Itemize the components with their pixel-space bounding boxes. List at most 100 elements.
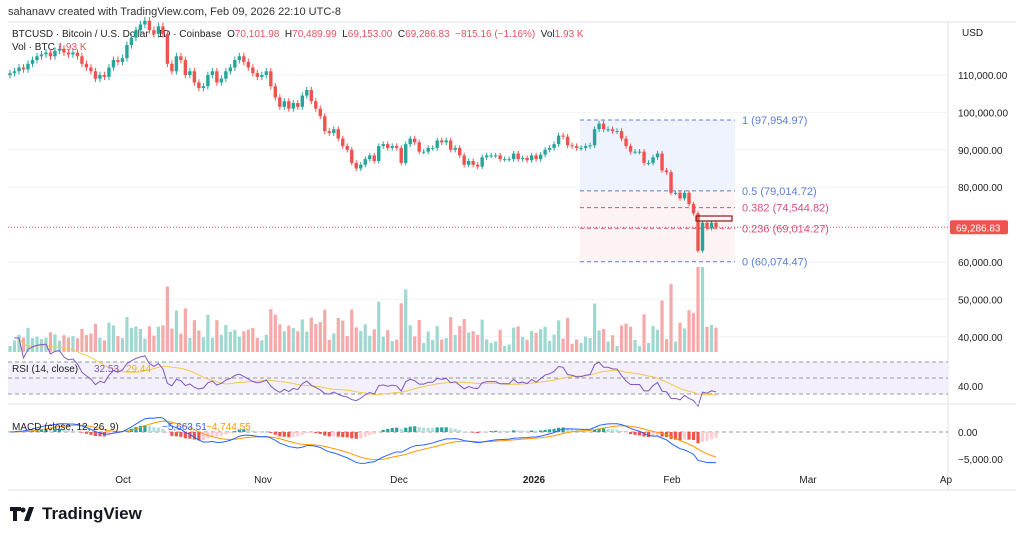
candle-body [381,144,385,147]
macd-histogram-bar [476,432,480,434]
candle-body [606,129,610,131]
volume-bar [66,337,71,352]
candle-body [359,164,363,169]
macd-histogram-bar [660,432,664,437]
volume-bar [273,314,277,352]
rsi-ma-value: 29.44 [126,364,151,375]
symbol-name[interactable]: BTCUSD · Bitcoin / U.S. Dollar · 1D · Co… [12,29,222,40]
volume-bar [444,338,448,352]
macd-histogram-bar [318,432,322,434]
macd-histogram-bar [471,432,475,433]
volume-bar [696,267,700,352]
macd-histogram-bar [592,429,597,432]
volume-bar [300,319,304,352]
volume-bar [318,322,322,352]
macd-histogram-bar [354,432,358,439]
volume-bar [601,329,606,352]
macd-histogram-bar [431,427,435,432]
volume-bar [669,284,673,352]
volume-bar [431,340,435,352]
candle-body [287,101,291,109]
candle-body [673,192,678,194]
macd-histogram-bar [300,432,304,435]
close-value: 69,286.83 [405,29,450,40]
highlight-box [695,215,733,222]
candle-body [341,138,345,147]
macd-histogram-bar [363,432,367,437]
volume-bar [305,331,309,352]
currency-label[interactable]: USD [962,28,984,39]
macd-histogram-bar [610,429,615,432]
macd-histogram-bar [682,432,687,440]
macd-histogram-bar [494,430,498,432]
volume-bar [12,340,17,352]
macd-histogram-bar [350,432,354,439]
macd-histogram-bar [516,430,520,432]
y-tick-label: 110,000.00 [958,71,1008,82]
candle-body [619,131,624,139]
volume-bar [368,335,372,352]
symbol-legend: BTCUSD · Bitcoin / U.S. Dollar · 1D · Co… [12,29,584,40]
volume-bar [678,322,682,352]
volume-bar [539,329,543,352]
macd-histogram-bar [570,429,574,432]
candle-body [583,146,588,148]
macd-histogram-bar [296,432,300,437]
macd-histogram-bar [458,429,462,432]
macd-histogram-bar [57,429,62,432]
volume-bar [345,336,349,352]
volume-bar [30,338,35,352]
volume-bar [404,289,408,352]
candle-body [457,147,462,156]
candle-body [498,155,502,160]
macd-histogram-bar [48,429,53,432]
macd-histogram-bar [309,432,313,433]
open-label: O [227,29,235,40]
volume-bar [287,325,291,352]
candle-body [35,56,39,61]
y-tick-label: 40,000.00 [958,333,1003,344]
volume-bar [426,331,430,352]
macd-histogram-bar [646,432,651,438]
candle-body [255,73,260,77]
candle-body [39,54,44,57]
candle-body [466,161,471,165]
candle-body [309,89,313,102]
macd-histogram-bar [138,425,143,432]
candle-body [363,159,367,165]
macd-histogram-bar [359,432,363,439]
candle-body [484,155,489,158]
volume-bar [228,331,232,352]
candle-body [291,103,295,109]
volume-bar [606,341,610,352]
macd-histogram-bar [633,432,637,435]
candle-body [84,63,89,68]
candle-body [664,170,669,173]
candle-body [502,159,507,161]
candle-body [377,146,381,162]
candle-body [282,101,287,107]
candle-body [444,140,448,143]
candle-body [165,33,170,64]
macd-histogram-bar [615,429,619,432]
candle-body [323,116,327,132]
macd-histogram-bar [534,430,538,432]
candle-body [628,146,633,152]
volume-bar [134,326,138,352]
candle-body [687,192,691,205]
volume-bar [363,324,367,352]
candle-body [57,48,62,51]
macd-histogram-bar [98,432,102,437]
volume-bar [660,300,664,352]
macd-histogram-bar [260,431,264,433]
macd-histogram-bar [215,432,219,437]
macd-histogram-bar [408,426,412,432]
macd-histogram-bar [242,429,246,432]
volume-bar [597,330,601,352]
volume-bar [129,327,134,352]
macd-histogram-bar [673,432,678,440]
macd-histogram-bar [134,427,138,432]
macd-histogram-bar [480,432,484,433]
candle-body [138,24,143,31]
